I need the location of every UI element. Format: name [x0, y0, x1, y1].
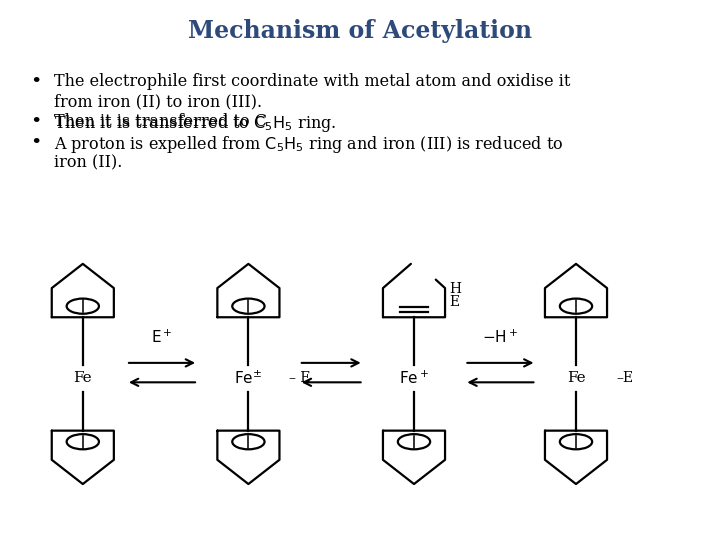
Text: •: •: [30, 134, 42, 152]
Text: $\mathrm{Fe^+}$: $\mathrm{Fe^+}$: [399, 369, 429, 387]
Text: $\mathrm{-H^+}$: $\mathrm{-H^+}$: [482, 329, 518, 346]
Text: •: •: [30, 73, 42, 91]
Text: Fe: Fe: [567, 371, 585, 385]
Text: Then it is transferred to $\mathrm{C_5H_5}$ ring.: Then it is transferred to $\mathrm{C_5H_…: [54, 113, 336, 134]
Text: E: E: [449, 295, 459, 309]
Text: $\mathrm{E^+}$: $\mathrm{E^+}$: [151, 329, 173, 346]
Text: A proton is expelled from $\mathrm{C_5H_5}$ ring and iron (III) is reduced to: A proton is expelled from $\mathrm{C_5H_…: [54, 134, 564, 155]
Text: Then it is transferred to C: Then it is transferred to C: [54, 113, 267, 130]
Text: $\mathrm{Fe^{\pm}}$: $\mathrm{Fe^{\pm}}$: [235, 369, 262, 387]
Text: The electrophile first coordinate with metal atom and oxidise it: The electrophile first coordinate with m…: [54, 73, 570, 90]
Text: –E: –E: [616, 371, 634, 385]
Text: H: H: [449, 282, 461, 296]
Text: Mechanism of Acetylation: Mechanism of Acetylation: [188, 19, 532, 43]
Text: •: •: [30, 113, 42, 131]
Text: – E: – E: [289, 371, 310, 385]
Text: iron (II).: iron (II).: [54, 154, 122, 171]
Text: from iron (II) to iron (III).: from iron (II) to iron (III).: [54, 93, 262, 110]
Text: Fe: Fe: [73, 371, 92, 385]
